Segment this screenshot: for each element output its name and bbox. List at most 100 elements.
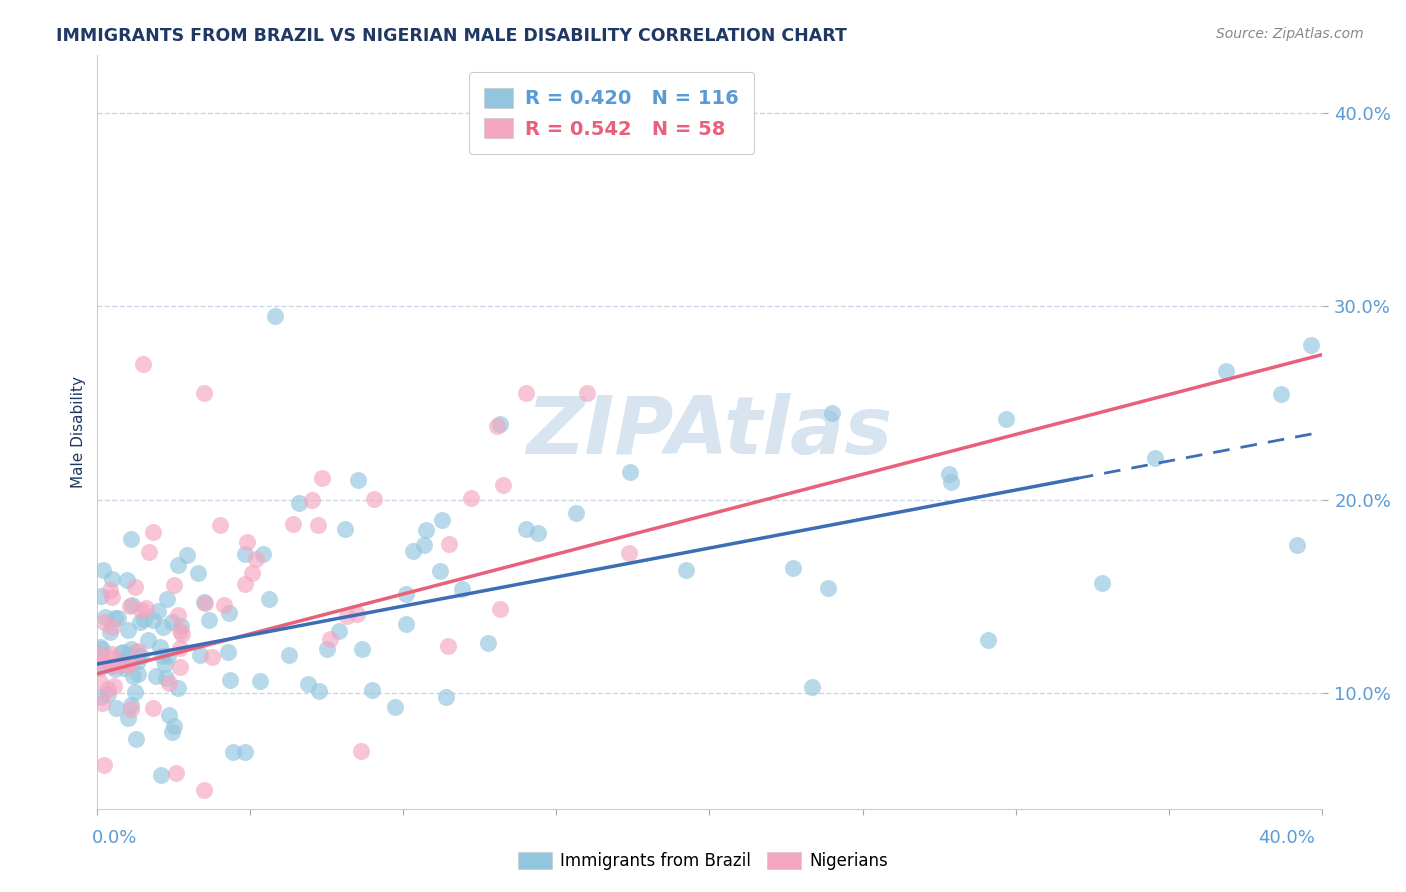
Point <box>1091 575 1114 590</box>
Point <box>995 412 1018 426</box>
Point <box>138 545 160 559</box>
Point <box>233 745 256 759</box>
Point <box>101 650 124 665</box>
Point <box>1301 338 1323 352</box>
Point <box>429 564 451 578</box>
Point <box>1286 538 1309 552</box>
Point <box>155 671 177 685</box>
Point <box>90 589 112 603</box>
Text: IMMIGRANTS FROM BRAZIL VS NIGERIAN MALE DISABILITY CORRELATION CHART: IMMIGRANTS FROM BRAZIL VS NIGERIAN MALE … <box>56 27 846 45</box>
Point <box>121 598 143 612</box>
Point <box>118 648 141 662</box>
Point <box>163 577 186 591</box>
Point <box>103 662 125 676</box>
Y-axis label: Male Disability: Male Disability <box>72 376 86 488</box>
Point <box>257 591 280 606</box>
Point <box>97 681 120 696</box>
Point <box>346 474 368 488</box>
Point <box>115 658 138 673</box>
Point <box>515 386 537 401</box>
Point <box>115 573 138 587</box>
Point <box>193 782 215 797</box>
Point <box>311 471 333 485</box>
Point <box>198 614 221 628</box>
Point <box>124 581 146 595</box>
Point <box>169 660 191 674</box>
Text: ZIPAtlas: ZIPAtlas <box>526 393 893 471</box>
Point <box>103 658 125 673</box>
Legend: R = 0.420   N = 116, R = 0.542   N = 58: R = 0.420 N = 116, R = 0.542 N = 58 <box>468 72 755 154</box>
Point <box>150 768 173 782</box>
Point <box>90 690 112 704</box>
Point <box>127 667 149 681</box>
Point <box>111 652 134 666</box>
Point <box>288 496 311 510</box>
Point <box>169 640 191 655</box>
Point <box>782 561 804 575</box>
Point <box>350 743 373 757</box>
Point <box>98 624 121 639</box>
Point <box>436 690 458 704</box>
Point <box>333 522 356 536</box>
Point <box>395 587 418 601</box>
Point <box>308 684 330 698</box>
Point <box>98 583 121 598</box>
Point <box>187 566 209 580</box>
Point <box>122 669 145 683</box>
Point <box>100 659 122 673</box>
Point <box>124 685 146 699</box>
Point <box>193 595 215 609</box>
Point <box>430 512 453 526</box>
Legend: Immigrants from Brazil, Nigerians: Immigrants from Brazil, Nigerians <box>512 845 894 877</box>
Point <box>193 386 215 401</box>
Point <box>111 645 134 659</box>
Point <box>155 657 177 671</box>
Point <box>120 698 142 712</box>
Point <box>117 658 139 673</box>
Point <box>619 465 641 479</box>
Point <box>221 745 243 759</box>
Point <box>1215 364 1237 378</box>
Point <box>101 620 124 634</box>
Point <box>319 632 342 646</box>
Point <box>460 491 482 505</box>
Point <box>103 680 125 694</box>
Point <box>301 492 323 507</box>
Point <box>194 596 217 610</box>
Point <box>263 309 285 323</box>
Point <box>236 535 259 549</box>
Point <box>120 641 142 656</box>
Point <box>281 516 304 531</box>
Point <box>307 517 329 532</box>
Point <box>485 419 508 434</box>
Point <box>89 675 111 690</box>
Point <box>278 648 301 663</box>
Point <box>150 649 173 664</box>
Point <box>384 700 406 714</box>
Point <box>110 647 132 661</box>
Point <box>240 566 263 581</box>
Point <box>101 590 124 604</box>
Point <box>938 467 960 481</box>
Point <box>105 657 128 672</box>
Point <box>112 661 135 675</box>
Text: 40.0%: 40.0% <box>1258 829 1315 847</box>
Point <box>477 636 499 650</box>
Point <box>124 645 146 659</box>
Point <box>89 647 111 661</box>
Point <box>104 611 127 625</box>
Point <box>127 648 149 663</box>
Point <box>1270 386 1292 401</box>
Point <box>129 603 152 617</box>
Point <box>201 650 224 665</box>
Point <box>527 526 550 541</box>
Point <box>363 492 385 507</box>
Point <box>93 615 115 629</box>
Point <box>129 615 152 629</box>
Point <box>124 732 146 747</box>
Point <box>89 659 111 673</box>
Point <box>233 547 256 561</box>
Point <box>800 680 823 694</box>
Point <box>129 649 152 664</box>
Point <box>336 609 359 624</box>
